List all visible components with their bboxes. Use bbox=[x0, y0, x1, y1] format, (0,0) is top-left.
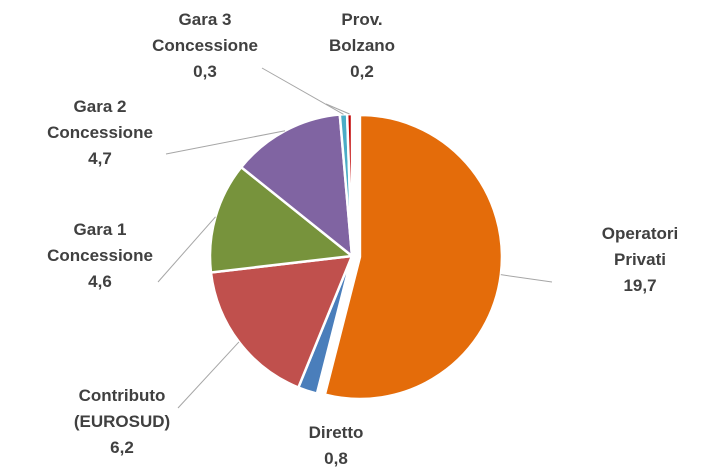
pie-slice bbox=[209, 254, 354, 390]
data-label: Diretto 0,8 bbox=[281, 420, 391, 472]
value-label: 6,2 bbox=[110, 438, 134, 457]
pie-slice bbox=[323, 113, 504, 401]
category-label: Gara 1 Concessione bbox=[47, 220, 153, 265]
data-label: Gara 2 Concessione 4,7 bbox=[30, 94, 170, 172]
leader-line bbox=[261, 67, 344, 115]
value-label: 0,8 bbox=[324, 449, 348, 468]
leader-line bbox=[165, 130, 286, 155]
leader-line bbox=[177, 341, 240, 409]
category-label: Gara 2 Concessione bbox=[47, 97, 153, 142]
data-label: Prov. Bolzano 0,2 bbox=[317, 7, 407, 85]
category-label: Contributo (EUROSUD) bbox=[73, 386, 171, 431]
data-label: Gara 3 Concessione 0,3 bbox=[135, 7, 275, 85]
leader-line bbox=[157, 216, 216, 283]
category-label: Diretto bbox=[308, 423, 364, 442]
value-label: 0,3 bbox=[193, 62, 217, 81]
data-label: Operatori Privati 19,7 bbox=[585, 221, 695, 299]
category-label: Prov. Bolzano bbox=[328, 10, 396, 55]
leader-line bbox=[500, 274, 553, 283]
value-label: 4,6 bbox=[88, 272, 112, 291]
data-label: Gara 1 Concessione 4,6 bbox=[30, 217, 170, 295]
leader-line bbox=[325, 103, 350, 115]
data-label: Contributo (EUROSUD) 6,2 bbox=[52, 383, 192, 461]
value-label: 4,7 bbox=[88, 149, 112, 168]
category-label: Operatori Privati bbox=[601, 224, 679, 269]
value-label: 0,2 bbox=[350, 62, 374, 81]
value-label: 19,7 bbox=[623, 276, 657, 295]
category-label: Gara 3 Concessione bbox=[152, 10, 258, 55]
